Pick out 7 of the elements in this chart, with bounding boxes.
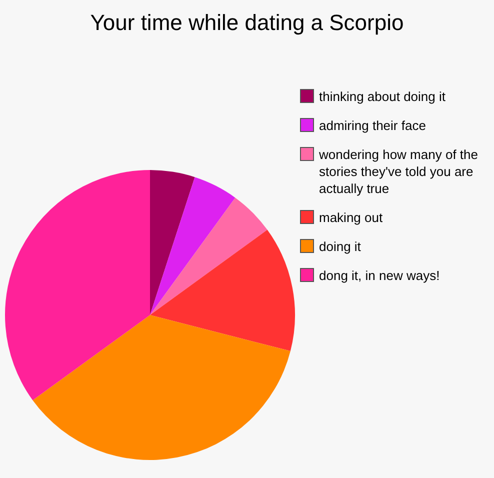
- legend-label: admiring their face: [319, 117, 426, 134]
- legend-label: dong it, in new ways!: [319, 267, 440, 284]
- legend-label: making out: [319, 209, 383, 226]
- legend-label: doing it: [319, 238, 361, 255]
- legend-label: thinking about doing it: [319, 88, 446, 105]
- chart-title: Your time while dating a Scorpio: [89, 10, 405, 36]
- legend-label: wondering how many of the stories they've told you are actually true: [319, 146, 479, 197]
